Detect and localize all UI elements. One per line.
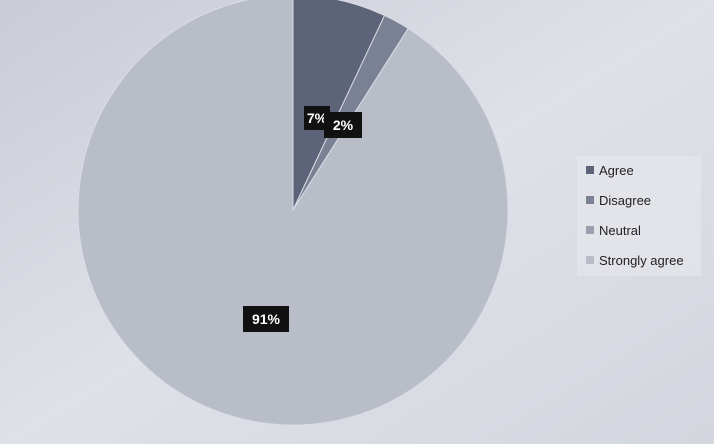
data-label-background [324, 112, 362, 138]
legend-swatch [586, 256, 594, 264]
legend-item-neutral: Neutral [586, 223, 641, 238]
legend-label: Agree [599, 163, 634, 178]
legend-label: Neutral [599, 223, 641, 238]
pie-slices [77, 0, 509, 426]
data-label-background [243, 306, 289, 332]
pie-slice-strongly-agree [77, 0, 509, 426]
legend-item-agree: Agree [586, 163, 634, 178]
legend-box [577, 156, 701, 276]
data-labels: 7% 2% 91% [243, 106, 362, 332]
data-label-disagree: 2% [324, 112, 362, 138]
legend: Agree Disagree Neutral Strongly agree [577, 156, 701, 276]
legend-item-disagree: Disagree [586, 193, 651, 208]
data-label-text: 91% [252, 311, 281, 327]
data-label-text: 7% [307, 110, 328, 126]
legend-item-strongly-agree: Strongly agree [586, 253, 684, 268]
legend-label: Strongly agree [599, 253, 684, 268]
legend-label: Disagree [599, 193, 651, 208]
legend-swatch [586, 166, 594, 174]
data-label-strongly-agree: 91% [243, 306, 289, 332]
legend-swatch [586, 226, 594, 234]
legend-swatch [586, 196, 594, 204]
data-label-text: 2% [333, 117, 354, 133]
